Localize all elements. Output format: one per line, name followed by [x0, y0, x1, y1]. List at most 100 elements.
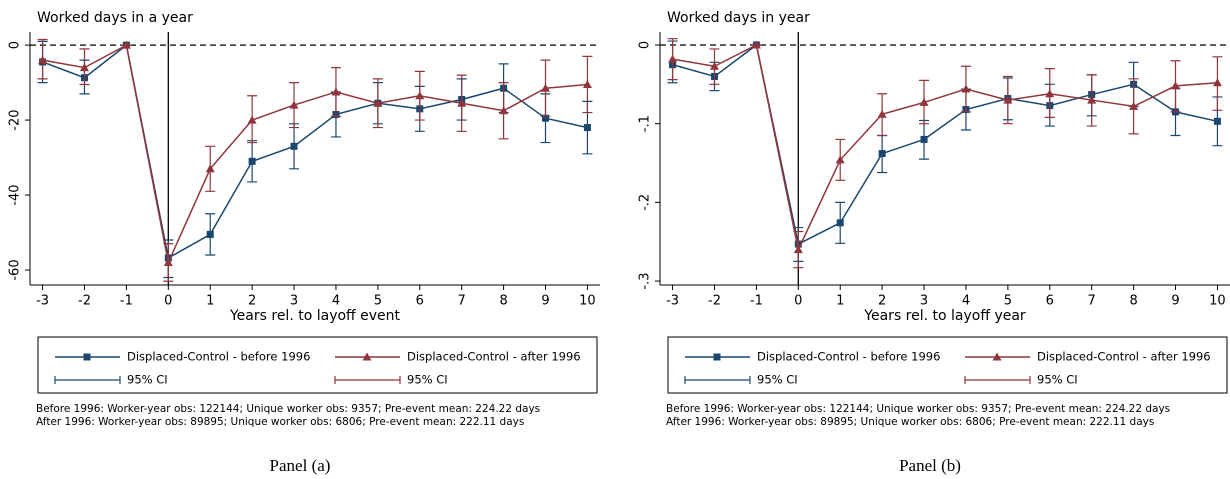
y-tick-label: -40 [8, 184, 23, 205]
marker [541, 83, 551, 92]
marker [836, 219, 844, 227]
marker [457, 98, 467, 107]
x-tick-label: 8 [499, 294, 507, 309]
legend: Displaced-Control - before 1996 95% CI Dis… [37, 336, 598, 394]
marker [362, 352, 372, 361]
marker [290, 142, 298, 150]
marker [582, 79, 592, 88]
x-tick-label: 1 [836, 294, 844, 309]
x-axis-label: Years rel. to layoff event [229, 308, 401, 324]
panel: Worked days in year 0 -.1 -.2 -.3 -3 -2 -1 0 1 2 3 4… [638, 10, 1230, 475]
marker [878, 150, 886, 158]
x-tick-label: 1 [206, 294, 214, 309]
legend-label: Displaced-Control - before 1996 [757, 350, 940, 364]
legend-label: Displaced-Control - before 1996 [127, 350, 310, 364]
marker [961, 84, 971, 93]
x-tick-label: 2 [878, 294, 886, 309]
x-tick-label: 0 [164, 294, 172, 309]
marker [121, 40, 131, 49]
marker [713, 353, 721, 361]
x-tick-label: 2 [248, 294, 256, 309]
x-tick-label: -1 [750, 294, 763, 309]
marker [919, 97, 929, 106]
legend-label: 95% CI [127, 373, 168, 387]
legend-label: Displaced-Control - after 1996 [407, 350, 581, 364]
x-tick-label: 7 [458, 294, 466, 309]
y-tick-label: -.1 [638, 115, 653, 132]
note: Before 1996: Worker-year obs: 122144; Un… [36, 403, 540, 415]
note: After 1996: Worker-year obs: 89895; Uniq… [36, 416, 524, 428]
legend-label: 95% CI [407, 373, 448, 387]
marker [373, 98, 383, 107]
series-line [672, 43, 1218, 246]
marker [79, 63, 89, 72]
marker [83, 353, 91, 361]
marker [1212, 78, 1222, 87]
marker [205, 164, 215, 173]
x-tick-label: 5 [1004, 294, 1012, 309]
legend: Displaced-Control - before 1996 95% CI Dis… [667, 336, 1228, 394]
marker [289, 100, 299, 109]
x-tick-label: 3 [920, 294, 928, 309]
marker [163, 258, 173, 267]
legend-ci [54, 376, 121, 384]
marker [877, 109, 887, 118]
x-tick-label: -3 [666, 294, 679, 309]
x-tick-label: 10 [579, 294, 596, 309]
marker [38, 55, 48, 64]
x-tick-label: 0 [794, 294, 802, 309]
note: After 1996: Worker-year obs: 89895; Uniq… [666, 416, 1154, 428]
y-tick-label: -60 [8, 259, 23, 280]
panel-caption: Panel (a) [270, 456, 331, 475]
marker [331, 87, 341, 96]
marker [1129, 101, 1139, 110]
y-tick-label: -20 [8, 109, 23, 130]
marker [835, 155, 845, 164]
marker [920, 135, 928, 143]
legend-label: 95% CI [757, 373, 798, 387]
y-tick-label: 0 [8, 41, 23, 49]
marker [247, 115, 257, 124]
marker [248, 157, 256, 165]
y-tick-label: 0 [638, 41, 653, 49]
legend-label: Displaced-Control - after 1996 [1037, 350, 1211, 364]
marker [1171, 81, 1181, 90]
y-tick-label: -.2 [638, 194, 653, 211]
x-tick-label: -2 [78, 294, 91, 309]
marker [992, 352, 1002, 361]
legend-ci [334, 376, 401, 384]
x-tick-label: 10 [1209, 294, 1226, 309]
x-tick-label: 3 [290, 294, 298, 309]
series-line [42, 43, 588, 265]
x-tick-label: 9 [541, 294, 549, 309]
x-tick-label: 6 [1046, 294, 1054, 309]
marker [1045, 89, 1055, 98]
x-axis-label: Years rel. to layoff year [863, 308, 1026, 324]
legend-label: 95% CI [1037, 373, 1078, 387]
marker [206, 230, 214, 238]
marker [1003, 95, 1013, 104]
legend-ci [684, 376, 751, 384]
marker [415, 91, 425, 100]
legend-box [667, 336, 1228, 394]
x-tick-label: 5 [374, 294, 382, 309]
series-line [42, 43, 588, 260]
legend-ci [964, 376, 1031, 384]
marker [793, 245, 803, 254]
x-tick-label: 9 [1171, 294, 1179, 309]
note: Before 1996: Worker-year obs: 122144; Un… [666, 403, 1170, 415]
marker [668, 54, 678, 63]
y-tick-label: -.3 [638, 273, 653, 290]
panel: Worked days in a year 0 -20 -40 -60 -3 -2 -1 0 1 2… [8, 10, 600, 475]
x-tick-label: -2 [708, 294, 721, 309]
x-tick-label: 4 [962, 294, 970, 309]
marker [542, 114, 550, 122]
marker [1213, 117, 1221, 125]
panel-caption: Panel (b) [899, 456, 961, 475]
marker [751, 40, 761, 49]
series-line [672, 43, 1218, 252]
x-tick-label: -1 [120, 294, 133, 309]
chart-title: Worked days in a year [37, 10, 193, 26]
x-tick-label: 7 [1088, 294, 1096, 309]
